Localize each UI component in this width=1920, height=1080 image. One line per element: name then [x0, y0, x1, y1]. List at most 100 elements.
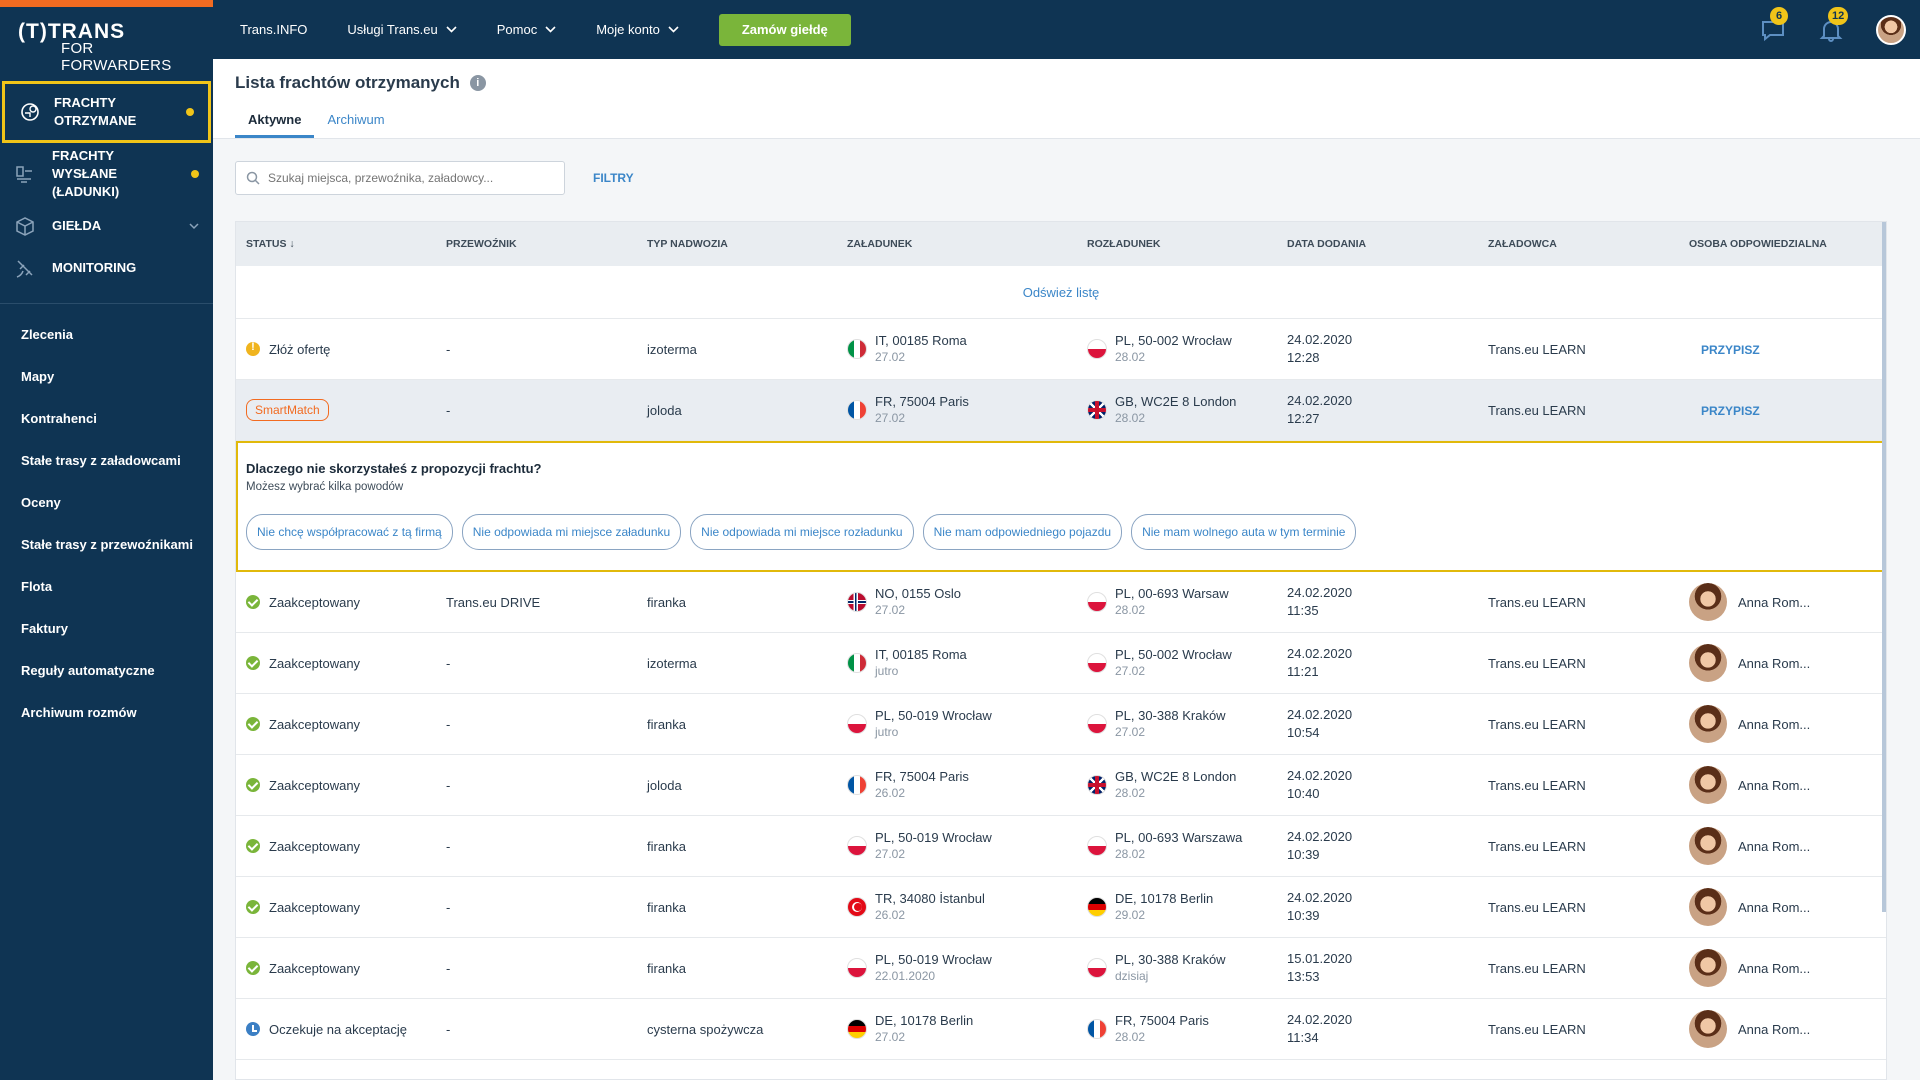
top-nav-services[interactable]: Usługi Trans.eu [347, 22, 457, 37]
search-input[interactable] [268, 171, 548, 185]
search-box[interactable] [235, 161, 565, 195]
reason-chip[interactable]: Nie odpowiada mi miejsce załadunku [461, 514, 682, 550]
table-row[interactable]: Zaakceptowany - firanka TR, 34080 İstanbul 2… [236, 877, 1886, 938]
loading-place: FR, 75004 Paris [875, 394, 969, 409]
top-nav-help[interactable]: Pomoc [497, 22, 556, 37]
tab-active[interactable]: Aktywne [235, 106, 315, 138]
table-row[interactable]: Zaakceptowany - firanka PL, 50-019 Wrocław j… [236, 694, 1886, 755]
sidebar-sub-item[interactable]: Archiwum rozmów [21, 705, 137, 720]
person-name: Anna Rom... [1738, 716, 1811, 732]
top-nav-transinfo[interactable]: Trans.INFO [240, 22, 307, 37]
carrier-cell: Trans.eu DRIVE [446, 594, 541, 610]
sidebar-item-freight-sent[interactable]: FRACHTY WYSŁANE (ŁADUNKI) [0, 143, 213, 205]
shipper-cell: Trans.eu LEARN [1488, 341, 1586, 357]
table-row[interactable]: Oczekuje na akceptację - cysterna spożywcz… [236, 999, 1886, 1060]
table-row[interactable]: Zaakceptowany - izoterma IT, 00185 Roma jutr… [236, 633, 1886, 694]
notifications-button[interactable]: 12 [1818, 6, 1849, 43]
table-row[interactable]: Zaakceptowany Trans.eu DRIVE firanka NO, 01… [236, 572, 1886, 633]
tabs-divider [213, 138, 1920, 139]
table-row[interactable]: Zaakceptowany - firanka PL, 50-019 Wrocław 2… [236, 938, 1886, 999]
refresh-list-link[interactable]: Odśwież listę [236, 266, 1886, 319]
sidebar-sub-item[interactable]: Zlecenia [21, 327, 74, 342]
reason-chip[interactable]: Nie mam odpowiedniego pojazdu [922, 514, 1123, 550]
reason-chip[interactable]: Nie chcę współpracować z tą firmą [246, 514, 453, 550]
header-unloading[interactable]: ROZŁADUNEK [1087, 238, 1161, 250]
status-text: Zaakceptowany [269, 594, 361, 610]
header-shipper[interactable]: ZAŁADOWCA [1488, 238, 1557, 250]
sidebar-item-exchange[interactable]: GIEŁDA [0, 205, 213, 247]
top-nav-label: Moje konto [596, 22, 660, 37]
added-time: 12:27 [1287, 411, 1320, 426]
status-text: Zaakceptowany [269, 655, 361, 671]
order-exchange-button[interactable]: Zamów giełdę [718, 13, 851, 46]
top-right-tools: 6 12 [1760, 0, 1906, 59]
logo-top-text: (T)TRANS [18, 20, 126, 43]
header-date-added[interactable]: DATA DODANIA [1287, 238, 1367, 250]
sidebar-sub-item[interactable]: Stałe trasy z załadowcami [21, 453, 181, 468]
flag-pl-icon [1087, 836, 1107, 856]
freight-received-icon [19, 101, 41, 123]
tab-archive[interactable]: Archiwum [327, 112, 385, 127]
added-time: 10:40 [1287, 786, 1320, 801]
user-avatar[interactable] [1876, 14, 1906, 45]
carrier-cell: - [446, 777, 451, 793]
reason-chip[interactable]: Nie odpowiada mi miejsce rozładunku [690, 514, 914, 550]
unloading-date: 27.02 [1115, 664, 1146, 678]
assign-button[interactable]: PRZYPISZ [1701, 342, 1760, 357]
body-type-cell: joloda [647, 777, 682, 793]
unloading-date: 28.02 [1115, 847, 1146, 861]
smartmatch-badge[interactable]: SmartMatch [246, 399, 329, 421]
header-responsible-person[interactable]: OSOBA ODPOWIEDZIALNA [1689, 238, 1827, 250]
assign-button[interactable]: PRZYPISZ [1701, 403, 1760, 418]
status-text: Oczekuje na akceptację [269, 1021, 408, 1037]
table-row[interactable]: Zaakceptowany - joloda FR, 75004 Paris 26.02… [236, 755, 1886, 816]
sidebar-sub-item[interactable]: Flota [21, 579, 53, 594]
unloading-place: PL, 00-693 Warsaw [1115, 586, 1229, 601]
shipper-cell: Trans.eu LEARN [1488, 777, 1586, 793]
date-added-cell: 24.02.2020 11:34 [1277, 1011, 1478, 1047]
sidebar-sub-item[interactable]: Reguły automatyczne [21, 663, 155, 678]
status-ok-icon [246, 717, 260, 731]
flag-pl-icon [1087, 714, 1107, 734]
info-icon[interactable]: i [469, 75, 486, 91]
flag-pl-icon [1087, 339, 1107, 359]
main-content: Lista frachtów otrzymanych i Aktywne Arc… [213, 59, 1920, 1080]
flag-pl-icon [847, 714, 867, 734]
body-type-cell: firanka [647, 716, 687, 732]
person-avatar [1689, 705, 1727, 743]
filters-button[interactable]: FILTRY [593, 171, 634, 185]
shipper-cell: Trans.eu LEARN [1488, 1021, 1586, 1037]
sidebar-item-monitoring[interactable]: MONITORING [0, 247, 213, 289]
sidebar-sub-item[interactable]: Stałe trasy z przewoźnikami [21, 537, 193, 552]
sidebar-sub-nav: Zlecenia Mapy Kontrahenci Stałe trasy z zał… [0, 314, 213, 734]
sidebar-main-nav: FRACHTY OTRZYMANE FRACHTY WYSŁANE (ŁADUNK… [0, 81, 213, 734]
header-status[interactable]: STATUS ↓ [246, 238, 295, 250]
sidebar-sub-item[interactable]: Mapy [21, 369, 55, 384]
shipper-cell: Trans.eu LEARN [1488, 402, 1586, 418]
table-row[interactable]: Zaakceptowany - firanka PL, 50-019 Wrocław 2… [236, 816, 1886, 877]
top-nav-label: Trans.INFO [240, 22, 308, 37]
body-type-cell: izoterma [647, 655, 697, 671]
person-avatar [1689, 583, 1727, 621]
trans-logo[interactable]: (T)TRANS FOR FORWARDERS [18, 20, 198, 74]
unloading-place: PL, 30-388 Kraków [1115, 708, 1226, 723]
table-row[interactable]: SmartMatch - joloda FR, 75004 Paris 27.02 GB,… [236, 380, 1886, 441]
person-avatar [1689, 766, 1727, 804]
top-nav-account[interactable]: Moje konto [596, 22, 679, 37]
header-loading[interactable]: ZAŁADUNEK [847, 238, 913, 250]
table-row[interactable]: Złóż ofertę - izoterma IT, 00185 Roma 27.02 P… [236, 319, 1886, 380]
header-body-type[interactable]: TYP NADWOZIA [647, 238, 728, 250]
header-carrier[interactable]: PRZEWOŹNIK [446, 238, 517, 250]
sidebar-sub-item[interactable]: Oceny [21, 495, 61, 510]
person-avatar [1689, 827, 1727, 865]
sidebar-sub-item[interactable]: Kontrahenci [21, 411, 97, 426]
scrollbar[interactable] [1882, 222, 1886, 912]
brand-accent-bar [0, 0, 213, 7]
added-date: 24.02.2020 [1287, 646, 1353, 661]
messages-button[interactable]: 6 [1760, 6, 1788, 43]
sidebar-item-freight-received[interactable]: FRACHTY OTRZYMANE [2, 81, 211, 143]
flag-pl-icon [1087, 592, 1107, 612]
reason-chip[interactable]: Nie mam wolnego auta w tym terminie [1131, 514, 1357, 550]
sidebar-sub-item[interactable]: Faktury [21, 621, 68, 636]
unloading-cell: PL, 30-388 Kraków 27.02 [1077, 707, 1277, 741]
